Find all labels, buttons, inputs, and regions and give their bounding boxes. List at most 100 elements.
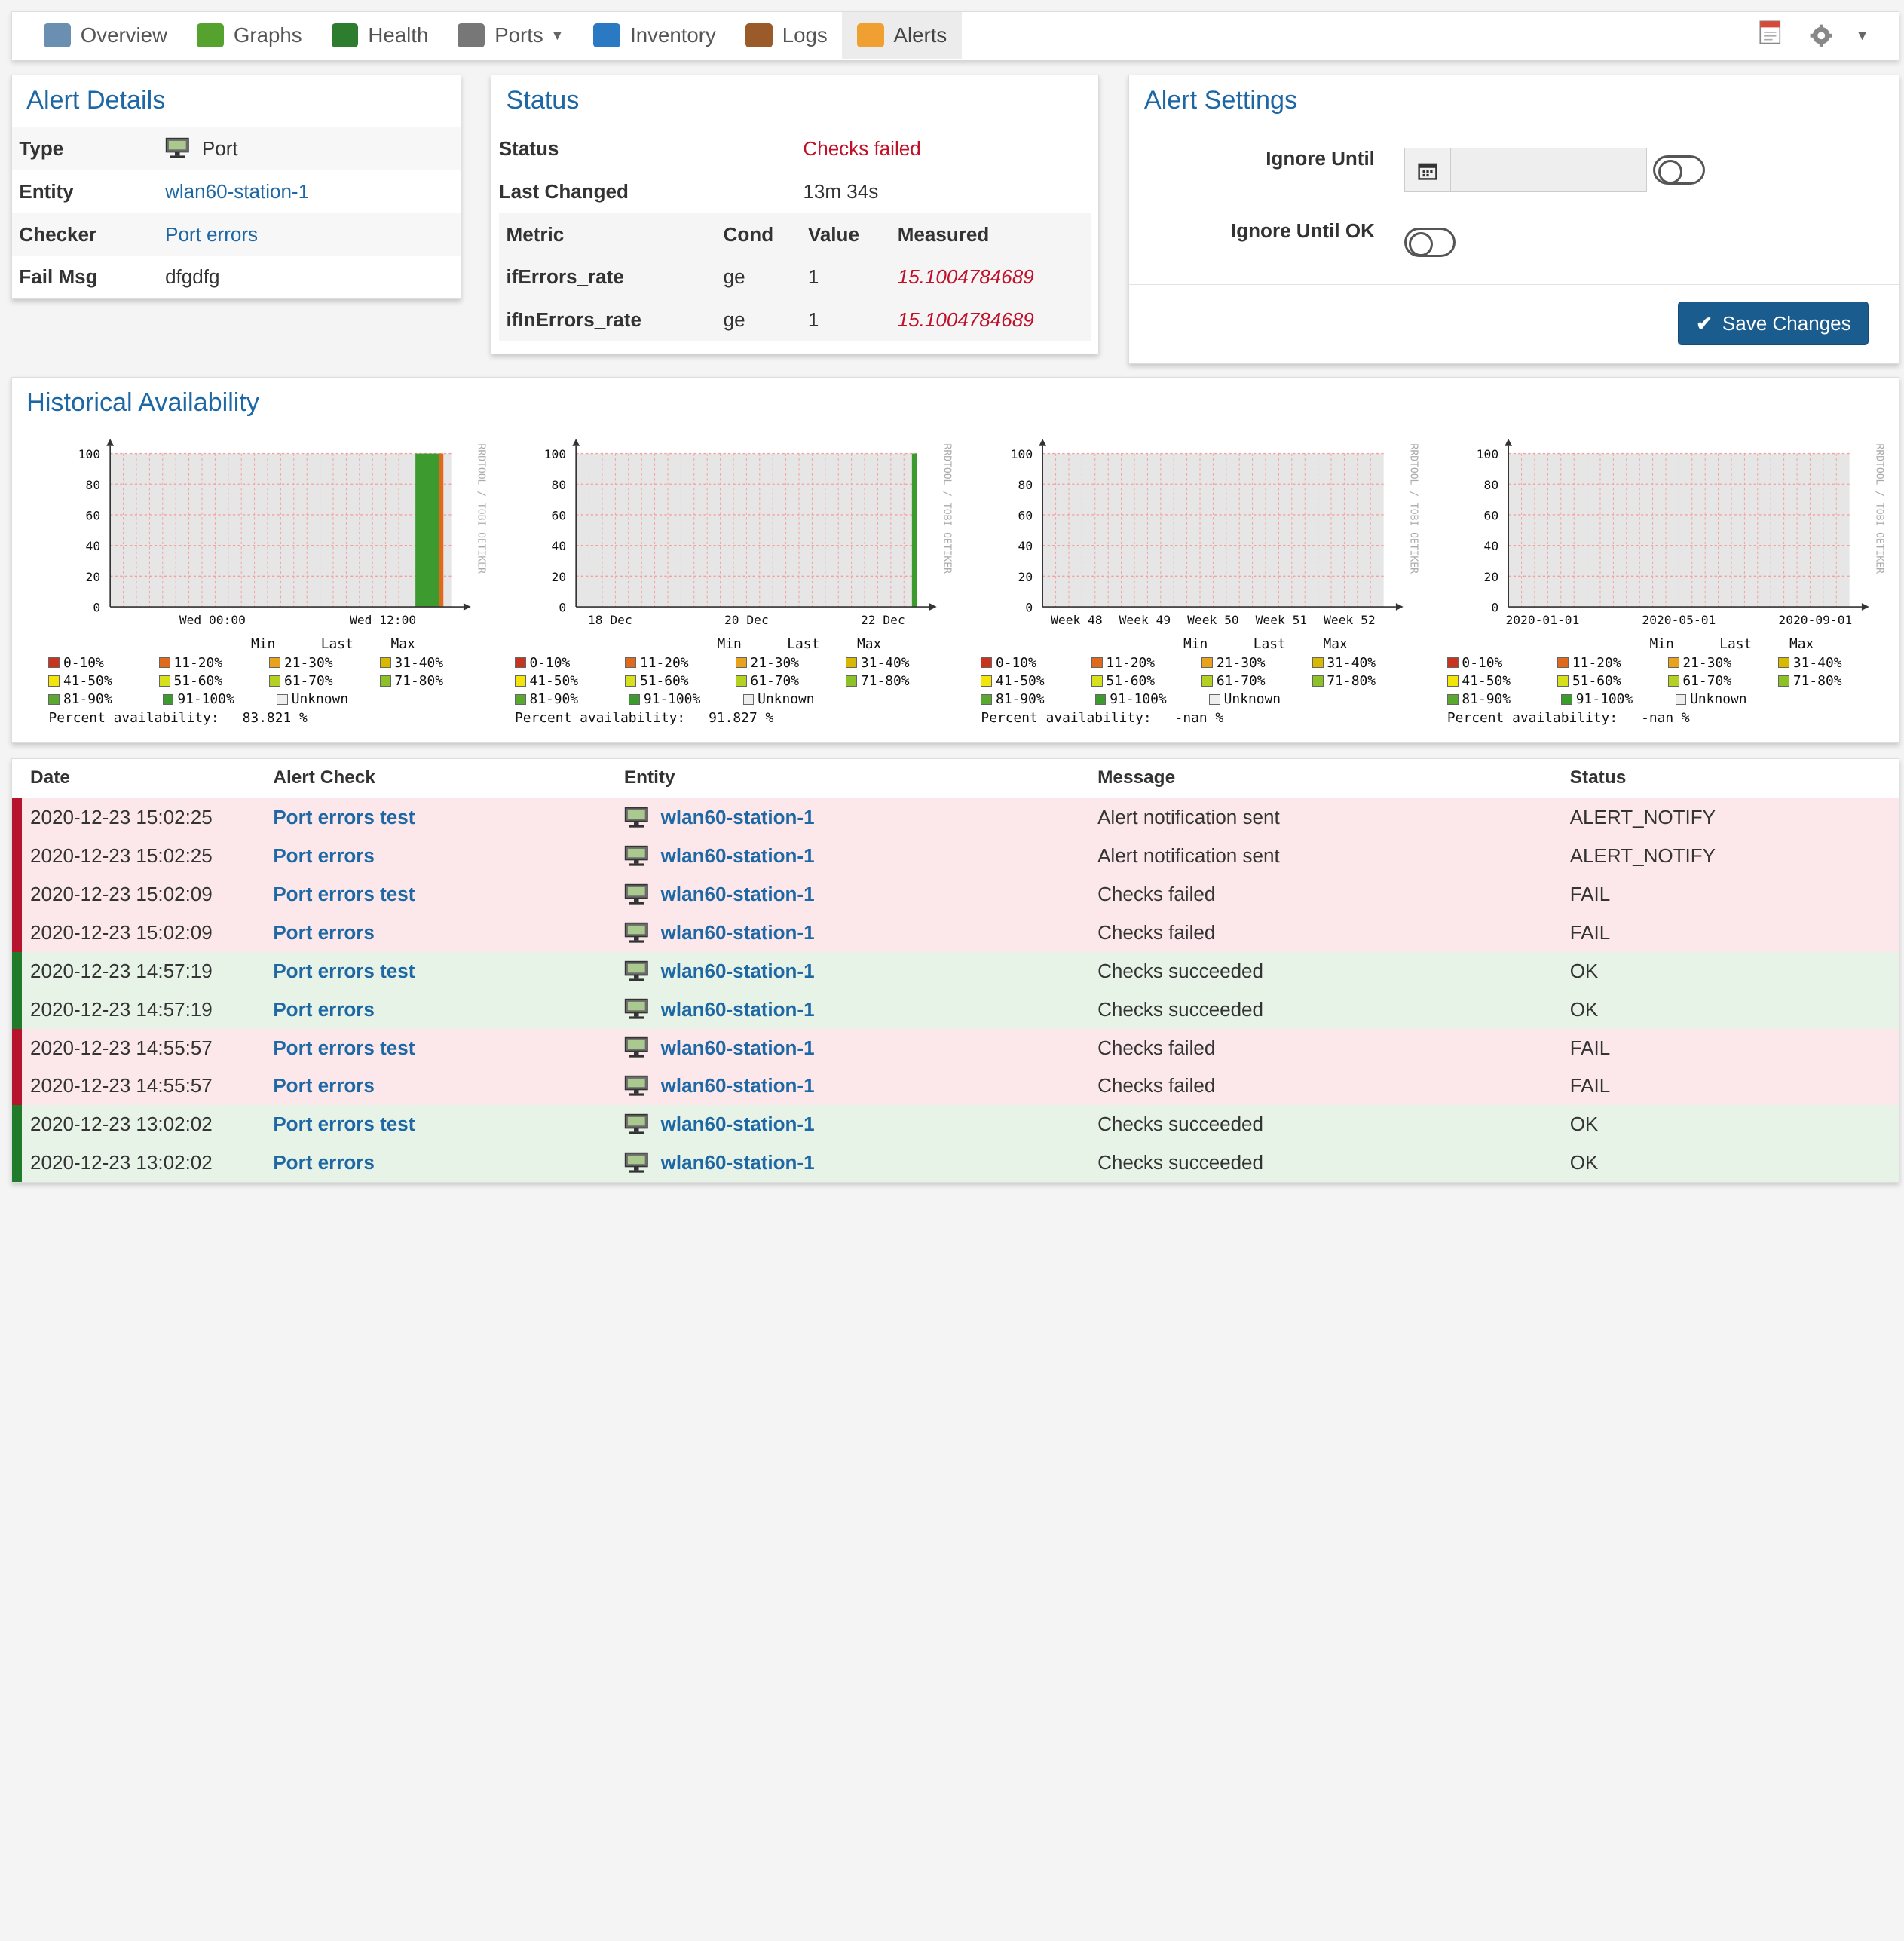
availability-chart: 100 80 60 40 20 0 Week 48 Week 49 Week 50 Week 51… [964, 429, 1430, 738]
legend-swatch [1667, 657, 1679, 669]
alert-settings-title: Alert Settings [1129, 75, 1899, 127]
legend-swatch [1201, 657, 1214, 669]
calendar-button[interactable] [1404, 148, 1451, 192]
entity-link[interactable]: wlan60-station-1 [624, 1036, 815, 1060]
legend-swatch [162, 693, 174, 706]
x-tick-label: Wed 12:00 [350, 613, 416, 627]
entity-link[interactable]: wlan60-station-1 [624, 883, 815, 906]
legend-swatch [625, 657, 637, 669]
ignore-ok-toggle[interactable] [1404, 228, 1456, 258]
legend-row: 0-10% 11-20% 21-30% 31-40% [981, 654, 1422, 672]
settings-menu[interactable]: ▼ [1809, 23, 1869, 48]
metric-row: ifErrors_rate ge 1 15.1004784689 [499, 256, 1091, 298]
legend-row: 41-50% 51-60% 61-70% 71-80% [514, 672, 957, 690]
entity-link[interactable]: wlan60-station-1 [624, 806, 815, 829]
log-row: 2020-12-23 15:02:09 Port errors wlan60-sta… [11, 913, 1899, 952]
log-status: OK [1569, 1113, 1599, 1136]
legend-label: Unknown [758, 691, 815, 708]
alert-check-link[interactable]: Port errors test [273, 959, 415, 982]
status-bar [11, 836, 22, 875]
availability-chart: 100 80 60 40 20 0 18 Dec 20 Dec 22 Dec RRDTOOL / … [497, 429, 963, 738]
alert-check-link[interactable]: Port errors test [273, 1113, 415, 1136]
checker-link[interactable]: Port errors [165, 222, 259, 246]
graphs-icon [197, 23, 224, 48]
x-tick-label: Week 48 [1051, 613, 1103, 627]
alert-check-link[interactable]: Port errors [273, 1074, 375, 1098]
legend-swatch [1557, 657, 1569, 669]
legend-label: 51-60% [1572, 672, 1621, 689]
nav-item-overview[interactable]: Overview [29, 12, 182, 59]
legend-last: Last [1719, 636, 1752, 653]
status-bar [11, 951, 22, 990]
entity-link[interactable]: wlan60-station-1 [165, 179, 310, 203]
percent-label: Percent availability: [514, 709, 686, 726]
chart-legend: Min Last Max 0-10% 11-20% 21-30% 31-40% 41-50% 5… [514, 635, 957, 727]
alert-check-link[interactable]: Port errors test [273, 882, 415, 905]
entity-link[interactable]: wlan60-station-1 [624, 844, 815, 868]
metric-cond: ge [723, 308, 745, 332]
alert-check-link[interactable]: Port errors test [273, 1036, 415, 1059]
status-bar [11, 874, 22, 914]
nav-label: Ports [494, 23, 543, 47]
legend-swatch [514, 675, 526, 687]
percent-row: Percent availability: -nan % [1447, 709, 1889, 727]
nav-item-health[interactable]: Health [317, 12, 443, 59]
legend-label: 0-10% [995, 654, 1036, 671]
log-date: 2020-12-23 15:02:09 [30, 920, 213, 944]
entity-link[interactable]: wlan60-station-1 [624, 1151, 815, 1174]
alert-check-link[interactable]: Port errors test [273, 805, 415, 828]
historical-availability-panel: Historical Availability 100 80 60 40 20 0 Wed … [11, 376, 1899, 744]
legend-label: 31-40% [1327, 654, 1376, 671]
alert-check-link[interactable]: Port errors [273, 843, 375, 867]
y-tick-label: 40 [85, 539, 100, 553]
x-tick-label: 20 Dec [724, 613, 769, 627]
log-row: 2020-12-23 15:02:25 Port errors test wlan6… [11, 798, 1899, 837]
entity-link[interactable]: wlan60-station-1 [624, 960, 815, 983]
port-icon [624, 807, 648, 828]
settings-divider [1129, 283, 1899, 285]
legend-item: 0-10% [1446, 655, 1557, 671]
percent-row: Percent availability: 91.827 % [515, 709, 957, 727]
chart-legend: Min Last Max 0-10% 11-20% 21-30% 31-40% 41-50% 5… [48, 635, 490, 727]
legend-swatch [1312, 675, 1324, 687]
ignore-until-group [1404, 148, 1705, 192]
notebook-icon[interactable] [1758, 17, 1783, 54]
col-metric: Metric [506, 222, 565, 246]
nav-item-graphs[interactable]: Graphs [182, 12, 317, 59]
legend-item: 41-50% [514, 673, 625, 689]
legend-label: 91-100% [1110, 691, 1167, 708]
nav-item-ports[interactable]: Ports ▼ [443, 12, 579, 59]
alert-check-link[interactable]: Port errors [273, 1151, 375, 1174]
legend-swatch [277, 693, 288, 706]
entity-link[interactable]: wlan60-station-1 [624, 1074, 815, 1098]
entity-row: Entity wlan60-station-1 [12, 170, 461, 213]
entity-link[interactable]: wlan60-station-1 [624, 998, 815, 1021]
log-date: 2020-12-23 15:02:09 [30, 882, 213, 905]
col-measured: Measured [897, 222, 990, 246]
alerts-icon [856, 23, 884, 48]
ignore-until-input[interactable] [1450, 148, 1648, 192]
legend-item: 51-60% [1091, 673, 1201, 689]
alert-check-link[interactable]: Port errors [273, 997, 375, 1021]
legend-item: 51-60% [158, 673, 269, 689]
col-message: Message [1097, 767, 1176, 788]
legend-label: 11-20% [639, 654, 689, 671]
legend-item: Unknown [742, 691, 857, 708]
entity-link[interactable]: wlan60-station-1 [624, 921, 815, 944]
nav-item-inventory[interactable]: Inventory [579, 12, 731, 59]
ignore-until-toggle[interactable] [1653, 155, 1705, 185]
nav-item-alerts[interactable]: Alerts [842, 12, 962, 60]
x-tick-label: 22 Dec [861, 613, 905, 627]
legend-last: Last [787, 636, 820, 653]
entity-label: Entity [19, 179, 74, 203]
log-date: 2020-12-23 15:02:25 [30, 805, 213, 828]
save-changes-button[interactable]: ✔ Save Changes [1678, 301, 1869, 346]
log-message: Checks succeeded [1097, 997, 1264, 1021]
y-tick-label: 40 [552, 539, 567, 553]
legend-swatch [1091, 675, 1103, 687]
log-row: 2020-12-23 14:55:57 Port errors test wlan6… [11, 1028, 1899, 1067]
nav-item-logs[interactable]: Logs [730, 12, 842, 59]
entity-link[interactable]: wlan60-station-1 [624, 1113, 815, 1136]
y-tick-label: 20 [85, 570, 100, 584]
alert-check-link[interactable]: Port errors [273, 920, 375, 944]
